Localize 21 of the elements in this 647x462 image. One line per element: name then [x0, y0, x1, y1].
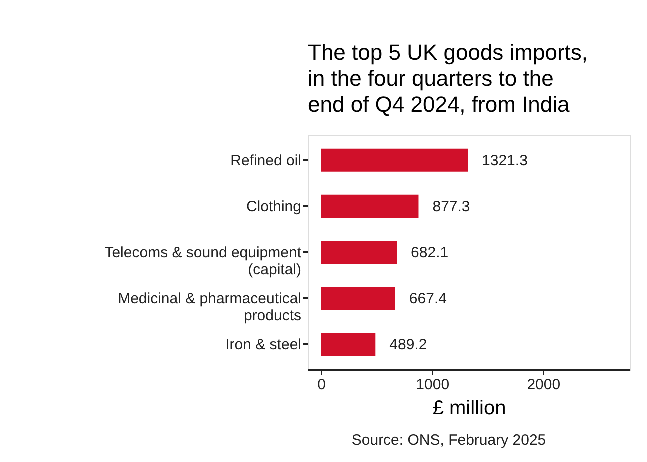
bar [321, 333, 376, 356]
bar [321, 194, 419, 218]
y-tick-label: Refined oil [230, 152, 302, 170]
bar [321, 240, 398, 264]
data-label: 682.1 [411, 244, 449, 262]
source-note: Source: ONS, February 2025 [352, 432, 546, 449]
data-label: 489.2 [390, 336, 428, 354]
data-label: 667.4 [409, 290, 447, 308]
data-label: 1321.3 [482, 152, 528, 170]
data-label: 877.3 [432, 198, 470, 216]
y-tick-label: Iron & steel [226, 336, 302, 354]
bar [321, 287, 396, 310]
bar [321, 148, 468, 172]
x-tick-label: 1000 [416, 376, 450, 394]
x-axis-title: £ million [432, 398, 506, 420]
y-tick-label: Clothing [246, 198, 302, 216]
y-tick-label: Medicinal & pharmaceutical products [118, 290, 302, 325]
y-tick-label: Telecoms & sound equipment (capital) [104, 244, 302, 278]
x-tick-label: 2000 [527, 376, 561, 394]
chart-title: The top 5 UK goods imports, in the four quarters to the end of Q4 2024, from India [308, 40, 588, 117]
x-tick-label: 0 [318, 376, 326, 394]
